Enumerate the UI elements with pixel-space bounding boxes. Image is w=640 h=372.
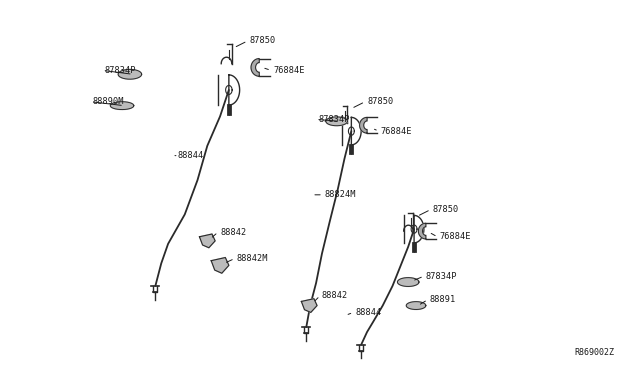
Polygon shape [326, 117, 348, 126]
Text: 76884E: 76884E [440, 232, 471, 241]
Polygon shape [301, 299, 317, 312]
Text: 87850: 87850 [433, 205, 459, 214]
Text: 88844: 88844 [178, 151, 204, 160]
Text: 87834P: 87834P [426, 272, 458, 280]
Polygon shape [397, 278, 419, 286]
Polygon shape [251, 59, 259, 76]
Text: 88842: 88842 [220, 228, 246, 237]
Text: 87834P: 87834P [318, 115, 349, 124]
Text: 87834P: 87834P [104, 66, 136, 75]
Text: 88842M: 88842M [237, 254, 268, 263]
Text: 87850: 87850 [250, 36, 276, 45]
Text: 76884E: 76884E [381, 126, 412, 136]
Polygon shape [406, 302, 426, 310]
Text: 88844: 88844 [355, 308, 381, 317]
Polygon shape [110, 102, 134, 110]
Text: 88842: 88842 [322, 291, 348, 300]
Polygon shape [419, 223, 426, 239]
Text: 76884E: 76884E [273, 66, 305, 75]
Polygon shape [360, 118, 367, 133]
Text: R869002Z: R869002Z [574, 347, 614, 356]
Text: 88890M: 88890M [93, 97, 124, 106]
Polygon shape [211, 257, 229, 273]
Text: 87850: 87850 [367, 97, 394, 106]
Text: 88891: 88891 [430, 295, 456, 304]
Text: 88824M: 88824M [325, 190, 356, 199]
Polygon shape [200, 234, 215, 248]
Polygon shape [118, 70, 141, 79]
